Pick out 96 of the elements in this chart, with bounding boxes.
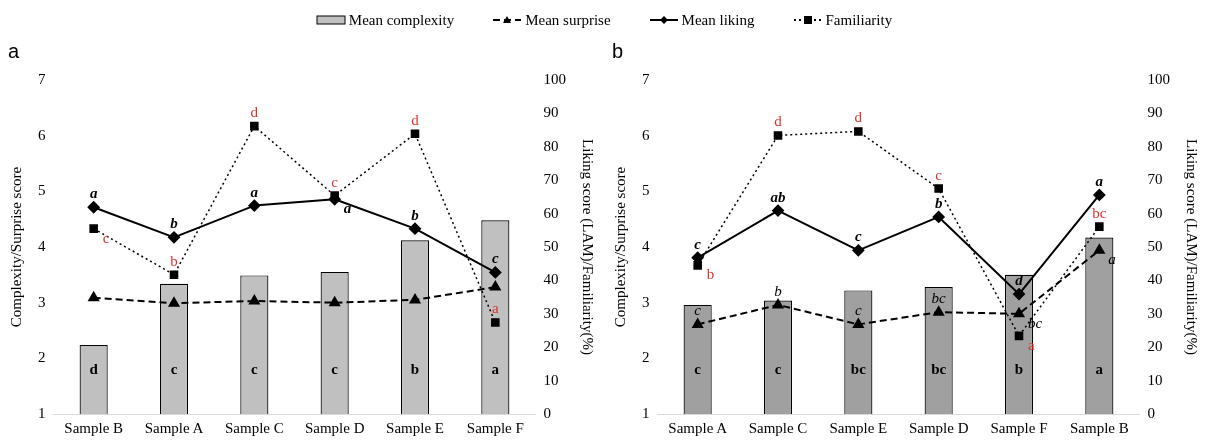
y-tick-label: 1: [38, 404, 46, 421]
data-label: c: [331, 361, 339, 377]
y2-tick-label: 100: [1147, 70, 1170, 87]
y-tick-label: 3: [642, 293, 650, 310]
data-label: c: [855, 302, 862, 319]
y-tick-label: 5: [642, 182, 650, 199]
data-label: b: [170, 252, 178, 269]
data-label: a: [1095, 172, 1104, 189]
x-tick-label: Sample F: [466, 419, 524, 436]
x-tick-label: Sample E: [829, 419, 888, 436]
data-label: bc: [850, 361, 867, 377]
data-label: b: [410, 361, 420, 377]
y2-tick-label: 60: [1147, 204, 1163, 221]
y-tick-label: 2: [38, 349, 46, 366]
data-label: a: [1095, 361, 1104, 377]
y2-tick-label: 90: [1147, 104, 1163, 121]
y2-tick-label: 40: [1147, 271, 1163, 288]
y-tick-label: 4: [642, 237, 650, 254]
y2-tick-label: 50: [1147, 237, 1163, 254]
y2-tick-label: 20: [543, 338, 559, 355]
data-label: c: [855, 228, 862, 245]
legend-label: Familiarity: [825, 11, 893, 29]
y2-tick-label: 50: [543, 237, 559, 254]
y-tick-label: 7: [38, 70, 46, 87]
x-tick-label: Sample E: [386, 419, 444, 436]
y2-tick-label: 60: [543, 204, 559, 221]
data-label: b: [774, 282, 783, 299]
y-tick-label: 1: [642, 404, 650, 421]
data-label: ab: [770, 188, 786, 205]
data-label: b: [1014, 361, 1024, 377]
data-label: c: [935, 166, 943, 183]
y2-tick-label: 20: [1147, 338, 1163, 355]
data-label: d: [411, 111, 420, 128]
y2-tick-label: 70: [543, 171, 559, 188]
y2-tick-label: 30: [543, 304, 559, 321]
y2-tick-label: 10: [1147, 371, 1163, 388]
x-tick-label: Sample B: [1069, 419, 1129, 436]
chart-title: b: [612, 39, 624, 62]
data-label: a: [343, 200, 352, 217]
data-label: b: [411, 206, 420, 223]
data-label: a: [492, 300, 499, 317]
y2-tick-label: 10: [543, 371, 559, 388]
y2-tick-label: 30: [1147, 304, 1163, 321]
y2-tick-label: 100: [543, 70, 566, 87]
data-label: c: [170, 361, 178, 377]
chart-title: a: [8, 39, 20, 62]
y2-tick-label: 0: [1147, 404, 1155, 421]
y-tick-label: 3: [38, 293, 46, 310]
x-tick-label: Sample C: [748, 419, 808, 436]
y2-tick-label: 40: [543, 271, 559, 288]
data-label: c: [774, 361, 782, 377]
y2-tick-label: 0: [543, 404, 551, 421]
data-label: b: [706, 266, 715, 283]
data-label: c: [102, 229, 110, 246]
y-tick-label: 6: [38, 126, 46, 143]
x-tick-label: Sample A: [144, 419, 204, 436]
x-tick-label: Sample D: [908, 419, 969, 436]
y2-tick-label: 70: [1147, 171, 1163, 188]
legend-label: Mean complexity: [348, 11, 455, 29]
y-tick-label: 5: [38, 182, 46, 199]
x-tick-label: Sample D: [304, 419, 365, 436]
data-label: b: [170, 215, 179, 232]
x-tick-label: Sample A: [668, 419, 728, 436]
data-label: a: [89, 185, 98, 202]
y-tick-label: 6: [642, 126, 650, 143]
x-tick-label: Sample C: [224, 419, 284, 436]
y2-tick-label: 90: [543, 104, 559, 121]
y-axis-title: Complexity/Surprise score: [611, 166, 628, 328]
y-tick-label: 2: [642, 349, 650, 366]
data-label: bc: [931, 290, 947, 307]
data-label: d: [250, 104, 259, 121]
data-label: bc: [931, 361, 947, 377]
data-label: d: [89, 361, 99, 377]
y2-tick-label: 80: [543, 137, 559, 154]
data-label: d: [774, 113, 783, 130]
data-label: c: [331, 173, 339, 190]
x-tick-label: Sample B: [64, 419, 124, 436]
data-label: b: [934, 194, 943, 211]
y2-axis-title: Liking score (LAM)/Familiarity(%): [1183, 139, 1201, 355]
data-label: a: [250, 183, 259, 200]
y-tick-label: 7: [642, 70, 650, 87]
x-tick-label: Sample F: [990, 419, 1048, 436]
data-label: c: [694, 302, 702, 319]
y-axis-title: Complexity/Surprise score: [7, 166, 24, 328]
data-label: d: [854, 109, 863, 126]
data-label: a: [491, 361, 500, 377]
data-label: c: [694, 361, 702, 377]
y2-tick-label: 80: [1147, 137, 1163, 154]
data-label: bc: [1092, 204, 1107, 221]
y-tick-label: 4: [38, 237, 46, 254]
data-label: c: [694, 235, 702, 252]
data-label: c: [492, 250, 499, 267]
legend-label: Mean surprise: [525, 11, 611, 29]
data-label: c: [251, 361, 258, 377]
legend-label: Mean liking: [681, 11, 755, 29]
y2-axis-title: Liking score (LAM)/Familiarity(%): [579, 139, 597, 355]
